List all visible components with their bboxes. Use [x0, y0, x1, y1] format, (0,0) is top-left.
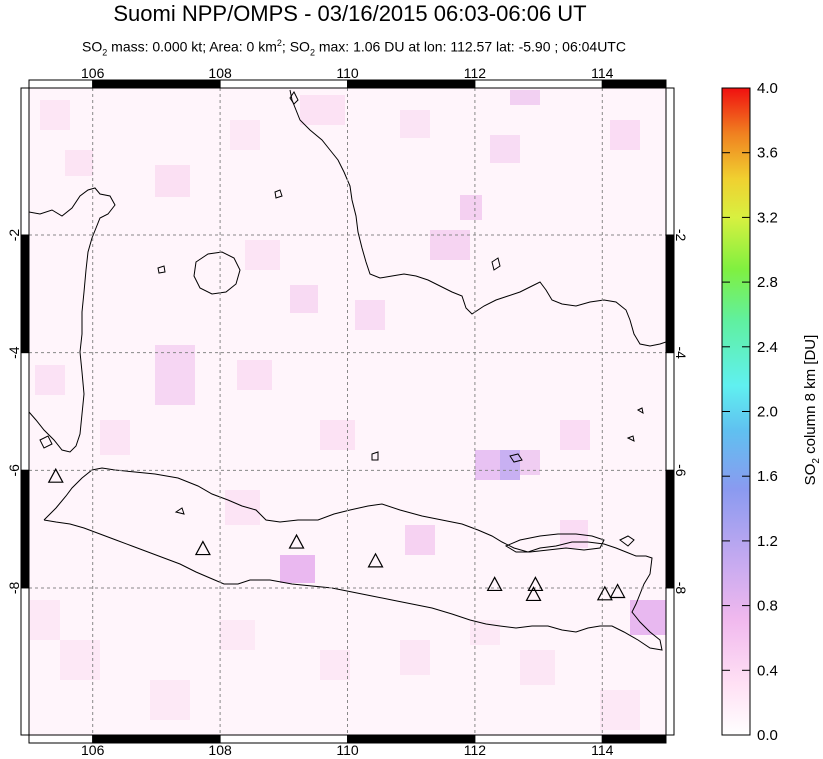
- lat-label-right: -6: [673, 464, 689, 477]
- lat-label-left: -6: [6, 464, 22, 477]
- frame-segment-right: [665, 234, 675, 354]
- frame-segment-top: [28, 79, 94, 89]
- volcano-icon: [47, 467, 64, 483]
- lat-label-right: -2: [673, 229, 689, 242]
- volcano-icon: [609, 583, 626, 599]
- colorbar-tick-label: 4.0: [757, 80, 778, 97]
- frame-segment-bottom: [92, 734, 221, 744]
- colorbar-tick-label: 0.4: [757, 662, 778, 679]
- lon-label-bottom: 106: [81, 742, 105, 758]
- tick-labels: 106 106 108 108 110 110 112 112 114 114 -2 -2 -4 -4 -6…: [6, 65, 689, 758]
- volcano-icon: [596, 585, 613, 601]
- borneo-coast: [289, 89, 666, 347]
- frame-segment-top: [219, 79, 349, 89]
- volcano-markers: [47, 467, 626, 602]
- frame-segment-bottom: [219, 734, 349, 744]
- frame-segment-right: [665, 587, 675, 736]
- colorbar-tick-label: 0.0: [757, 727, 778, 744]
- lat-label-left: -8: [6, 582, 22, 595]
- lat-label-right: -4: [673, 346, 689, 359]
- frame-segment-right: [665, 352, 675, 471]
- colorbar-tick-label: 2.4: [757, 339, 778, 356]
- colorbar-label: SO2 column 8 km [DU]: [802, 335, 822, 486]
- lon-label-top: 108: [208, 65, 232, 81]
- lon-label-bottom: 112: [464, 742, 487, 758]
- frame-segment-left: [20, 469, 30, 589]
- colorbar-tick-label: 2.0: [757, 404, 778, 421]
- colorbar-tick-label: 3.6: [757, 145, 778, 162]
- frame-segment-left: [20, 587, 30, 736]
- graticule: [29, 88, 666, 735]
- frame-segment-left: [20, 87, 30, 236]
- volcano-icon: [288, 533, 305, 549]
- frame-segment-top: [474, 79, 603, 89]
- belitung-coast: [193, 251, 241, 295]
- frame-segment-bottom: [474, 734, 603, 744]
- so2-pixels: [29, 88, 666, 735]
- volcano-icon: [486, 576, 503, 592]
- frame-segment-right: [665, 469, 675, 589]
- lat-label-left: -4: [6, 346, 22, 359]
- coastlines: [29, 89, 666, 651]
- lon-label-top: 114: [591, 65, 614, 81]
- colorbar-tick-label: 0.8: [757, 598, 778, 615]
- lon-label-bottom: 110: [336, 742, 359, 758]
- lat-label-right: -8: [673, 582, 689, 595]
- frame-segment-top: [92, 79, 221, 89]
- volcano-icon: [367, 552, 384, 568]
- colorbar-tick-label: 2.8: [757, 274, 778, 291]
- lat-label-left: -2: [6, 229, 22, 242]
- java-coast: [43, 467, 663, 651]
- lon-label-bottom: 108: [208, 742, 232, 758]
- frame-segment-top: [601, 79, 667, 89]
- frame-segment-right: [665, 87, 675, 236]
- colorbar-tick-label: 1.2: [757, 533, 778, 550]
- sumatra-coast: [29, 187, 116, 453]
- frame-segment-left: [20, 352, 30, 471]
- colorbar-ticks: 4.0 3.6 3.2 2.8 2.4 2.0 1.6 1.2 0.8 0.4 0.0: [722, 80, 778, 744]
- frame-segment-bottom: [347, 734, 476, 744]
- frame-segment-top: [347, 79, 476, 89]
- map-title: Suomi NPP/OMPS - 03/16/2015 06:03-06:06 …: [113, 1, 587, 26]
- colorbar-tick-label: 1.6: [757, 468, 778, 485]
- map-frame: [20, 79, 675, 744]
- volcano-icon: [194, 540, 211, 556]
- lon-label-top: 110: [336, 65, 359, 81]
- volcano-icon: [525, 586, 542, 602]
- frame-segment-left: [20, 234, 30, 354]
- lon-label-bottom: 114: [591, 742, 614, 758]
- lon-label-top: 112: [464, 65, 487, 81]
- map-subtitle: SO2 mass: 0.000 kt; Area: 0 km2; SO2 max…: [82, 38, 626, 58]
- lon-label-top: 106: [81, 65, 105, 81]
- colorbar-tick-label: 3.2: [757, 209, 778, 226]
- map-border: [28, 87, 667, 736]
